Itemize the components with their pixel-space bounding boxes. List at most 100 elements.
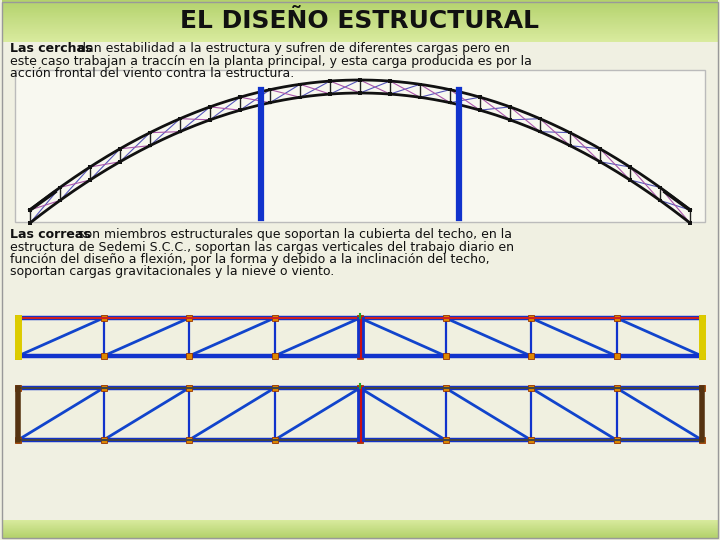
Bar [699, 437, 705, 443]
Bar [28, 221, 32, 225]
Bar [2, 523, 718, 524]
Bar [357, 385, 363, 391]
Bar [118, 147, 122, 151]
Bar [2, 536, 718, 537]
Text: función del diseño a flexión, por la forma y debido a la inclinación del techo,: función del diseño a flexión, por la for… [10, 253, 490, 266]
Bar [688, 208, 692, 212]
Bar [598, 147, 602, 151]
Bar [2, 9, 718, 10]
Bar [2, 534, 718, 535]
Text: estructura de Sedemi S.C.C., soportan las cargas verticales del trabajo diario e: estructura de Sedemi S.C.C., soportan la… [10, 240, 514, 253]
Bar [101, 437, 107, 443]
Bar [269, 101, 271, 104]
Bar [443, 353, 449, 359]
Bar [2, 523, 718, 524]
Bar [208, 118, 212, 122]
Bar [186, 385, 192, 391]
Bar [2, 32, 718, 33]
Bar [2, 524, 718, 525]
Text: Las correas: Las correas [10, 228, 91, 241]
Bar [2, 520, 718, 521]
Bar [478, 109, 482, 112]
Bar [58, 186, 62, 189]
Bar [2, 528, 718, 529]
Text: acción frontal del viento contra la estructura.: acción frontal del viento contra la estr… [10, 67, 294, 80]
Bar [2, 19, 718, 20]
Bar [18, 388, 702, 440]
Bar [2, 521, 718, 522]
Bar [15, 315, 21, 321]
Bar [238, 96, 242, 99]
Bar [2, 27, 718, 29]
Bar [2, 25, 718, 27]
Bar [2, 524, 718, 525]
Bar [208, 105, 212, 109]
Bar [357, 353, 363, 359]
Bar [2, 12, 718, 14]
Bar [2, 1, 718, 2]
Bar [613, 437, 619, 443]
Bar [359, 91, 361, 94]
Bar [2, 14, 718, 15]
Bar [2, 6, 718, 8]
Bar [2, 33, 718, 35]
Bar [478, 96, 482, 99]
Bar [2, 530, 718, 531]
Bar [2, 4, 718, 6]
Bar [528, 315, 534, 321]
Bar [179, 117, 181, 120]
Bar [2, 533, 718, 534]
Bar [2, 522, 718, 523]
Bar [418, 83, 422, 86]
Bar [688, 221, 692, 225]
Bar [449, 101, 451, 104]
Bar [388, 92, 392, 96]
Bar [2, 22, 718, 24]
Bar [2, 23, 718, 24]
Bar [2, 17, 718, 18]
Bar [2, 524, 718, 525]
Bar [2, 40, 718, 41]
Bar [2, 10, 718, 11]
Bar [2, 24, 718, 25]
Bar [2, 536, 718, 537]
Bar [271, 385, 277, 391]
Bar [2, 7, 718, 9]
Bar [2, 4, 718, 5]
Bar [613, 385, 619, 391]
Bar [101, 315, 107, 321]
Bar [58, 199, 62, 202]
Bar [568, 144, 572, 147]
Bar [2, 19, 718, 21]
Bar [179, 130, 181, 133]
Bar [2, 531, 718, 532]
Bar [28, 208, 32, 212]
Bar [271, 315, 277, 321]
Bar [449, 88, 451, 91]
Bar [388, 79, 392, 83]
Text: Las cerchas: Las cerchas [10, 42, 92, 55]
Bar [2, 38, 718, 39]
Bar [2, 528, 718, 529]
Bar [328, 79, 332, 83]
Bar [2, 21, 718, 22]
Bar [2, 530, 718, 531]
Bar [629, 165, 631, 169]
Bar [2, 525, 718, 526]
Bar [359, 78, 361, 82]
Bar [2, 535, 718, 536]
Text: dan estabilidad a la estructura y sufren de diferentes cargas pero en: dan estabilidad a la estructura y sufren… [73, 42, 510, 55]
Bar [508, 105, 512, 109]
Bar [658, 199, 662, 202]
Bar [2, 16, 718, 17]
Bar [269, 88, 271, 91]
Bar [598, 160, 602, 164]
Bar [2, 537, 718, 538]
Bar [148, 131, 152, 134]
Bar [629, 178, 631, 182]
Bar [2, 531, 718, 532]
Bar [186, 353, 192, 359]
Bar [2, 29, 718, 30]
Bar [699, 353, 705, 359]
Bar [148, 144, 152, 147]
